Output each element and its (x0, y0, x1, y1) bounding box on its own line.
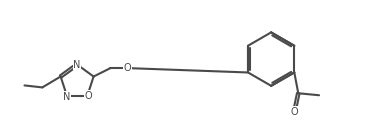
Text: O: O (124, 63, 132, 73)
Text: N: N (73, 59, 81, 70)
Text: O: O (291, 107, 298, 117)
Text: O: O (85, 91, 92, 101)
Text: N: N (63, 92, 71, 102)
